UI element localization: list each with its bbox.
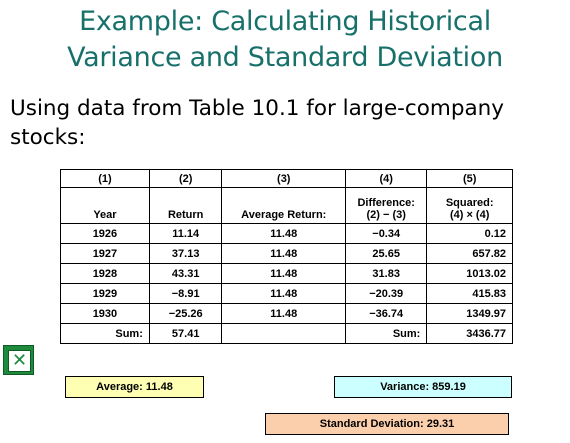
col-number-2: (2) [148, 169, 223, 188]
slide-title-line2: Variance and Standard Deviation [67, 42, 503, 73]
cell-return: −8.91 [148, 283, 223, 304]
col-header-difference: Difference: (2) − (3) [345, 187, 428, 224]
cell-year: 1930 [60, 303, 150, 324]
excel-icon-glyph: ✕ [11, 350, 28, 371]
variance-table: (1) (2) (3) (4) (5) Year Return Average … [60, 169, 513, 344]
cell-average: 11.48 [221, 243, 347, 264]
col-number-5: (5) [426, 169, 513, 188]
cell-squared: 657.82 [426, 243, 513, 264]
column-header-row: Year Return Average Return: Difference: … [60, 187, 513, 224]
cell-return: −25.26 [148, 303, 223, 324]
sum-average-empty [221, 323, 347, 344]
cell-year: 1929 [60, 283, 150, 304]
average-result-box: Average: 11.48 [65, 376, 204, 398]
cell-difference: −20.39 [345, 283, 428, 304]
col-header-squared: Squared: (4) × (4) [426, 187, 513, 224]
sum-return: 57.41 [148, 323, 223, 344]
variance-result-box: Variance: 859.19 [334, 376, 512, 398]
sum-row: Sum: 57.41 Sum: 3436.77 [60, 323, 513, 344]
sum-label-return: Sum: [60, 323, 150, 344]
slide-title: Example: Calculating Historical Variance… [0, 4, 570, 76]
table-row: 1929 −8.91 11.48 −20.39 415.83 [60, 283, 513, 304]
table-row: 1927 37.13 11.48 25.65 657.82 [60, 243, 513, 264]
slide-subtitle-line1: Using data from Table 10.1 for large-com… [10, 96, 505, 121]
slide-subtitle-line2: stocks: [10, 125, 86, 150]
cell-return: 43.31 [148, 263, 223, 284]
column-number-row: (1) (2) (3) (4) (5) [60, 169, 513, 188]
col-number-4: (4) [345, 169, 428, 188]
cell-difference: −0.34 [345, 223, 428, 244]
col-header-difference-line2: (2) − (3) [366, 209, 406, 221]
slide-subtitle: Using data from Table 10.1 for large-com… [10, 94, 565, 152]
std-dev-result-box: Standard Deviation: 29.31 [265, 413, 509, 435]
col-header-squared-line1: Squared: [445, 197, 494, 209]
cell-average: 11.48 [221, 283, 347, 304]
col-number-3: (3) [221, 169, 347, 188]
cell-return: 37.13 [148, 243, 223, 264]
cell-average: 11.48 [221, 223, 347, 244]
excel-icon[interactable]: ✕ [3, 345, 34, 375]
col-header-year: Year [60, 187, 150, 224]
cell-squared: 1013.02 [426, 263, 513, 284]
cell-year: 1927 [60, 243, 150, 264]
slide-title-line1: Example: Calculating Historical [79, 6, 491, 37]
cell-squared: 0.12 [426, 223, 513, 244]
excel-icon-sheet: ✕ [8, 350, 31, 372]
cell-squared: 1349.97 [426, 303, 513, 324]
table-row: 1926 11.14 11.48 −0.34 0.12 [60, 223, 513, 244]
table-row: 1928 43.31 11.48 31.83 1013.02 [60, 263, 513, 284]
col-header-average-return: Average Return: [221, 187, 347, 224]
col-number-1: (1) [60, 169, 150, 188]
cell-average: 11.48 [221, 263, 347, 284]
sum-squared: 3436.77 [426, 323, 513, 344]
cell-difference: −36.74 [345, 303, 428, 324]
table-row: 1930 −25.26 11.48 −36.74 1349.97 [60, 303, 513, 324]
cell-squared: 415.83 [426, 283, 513, 304]
col-header-squared-line2: (4) × (4) [449, 209, 490, 221]
cell-year: 1926 [60, 223, 150, 244]
cell-average: 11.48 [221, 303, 347, 324]
cell-year: 1928 [60, 263, 150, 284]
cell-return: 11.14 [148, 223, 223, 244]
col-header-return: Return [148, 187, 223, 224]
cell-difference: 31.83 [345, 263, 428, 284]
cell-difference: 25.65 [345, 243, 428, 264]
col-header-difference-line1: Difference: [357, 197, 415, 209]
sum-label-squared: Sum: [345, 323, 428, 344]
